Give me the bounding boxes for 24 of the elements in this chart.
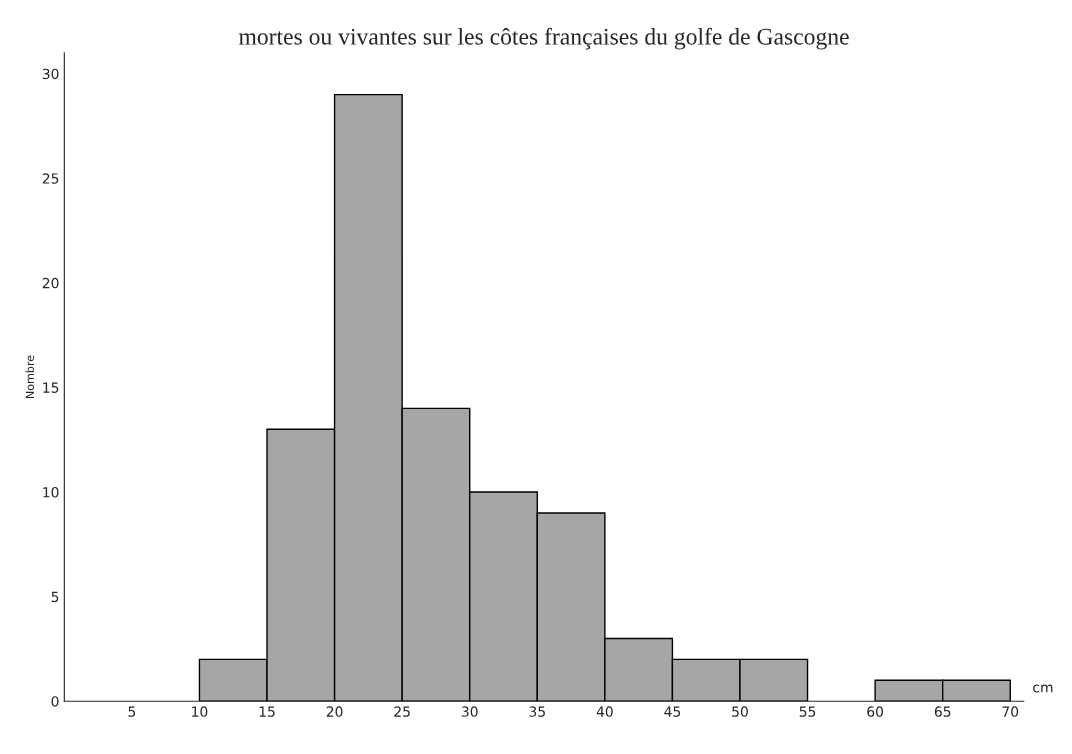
x-axis-title: cm	[1033, 684, 1053, 693]
y-tick-label: 15	[43, 382, 59, 393]
x-tick-label: 5	[128, 706, 136, 717]
x-tick-label: 45	[664, 706, 681, 717]
x-tick-label: 30	[461, 706, 478, 717]
x-tick-label: 70	[1002, 706, 1019, 717]
x-tick-label: 55	[799, 706, 816, 717]
y-axis-title: Nombre	[25, 355, 35, 398]
x-tick-label: 65	[934, 706, 951, 717]
y-tick-label: 5	[51, 591, 59, 603]
x-tick-label: 60	[867, 706, 884, 717]
x-tick-label: 35	[529, 706, 545, 717]
y-tick-label: 10	[43, 487, 59, 498]
y-tick-label: 20	[42, 277, 59, 289]
x-tick-label: 20	[326, 706, 343, 717]
x-tick-label: 10	[192, 706, 208, 717]
chart-title: mortes ou vivantes sur les côtes françaises du golfe de Gascogne	[238, 27, 849, 50]
x-tick-label: 40	[596, 706, 613, 717]
y-tick-label: 0	[51, 696, 59, 707]
y-tick-label: 25	[42, 173, 59, 184]
y-tick-label: 30	[42, 68, 59, 80]
x-tick-label: 25	[394, 706, 410, 717]
x-tick-label: 15	[259, 706, 275, 717]
x-tick-label: 50	[732, 706, 748, 717]
